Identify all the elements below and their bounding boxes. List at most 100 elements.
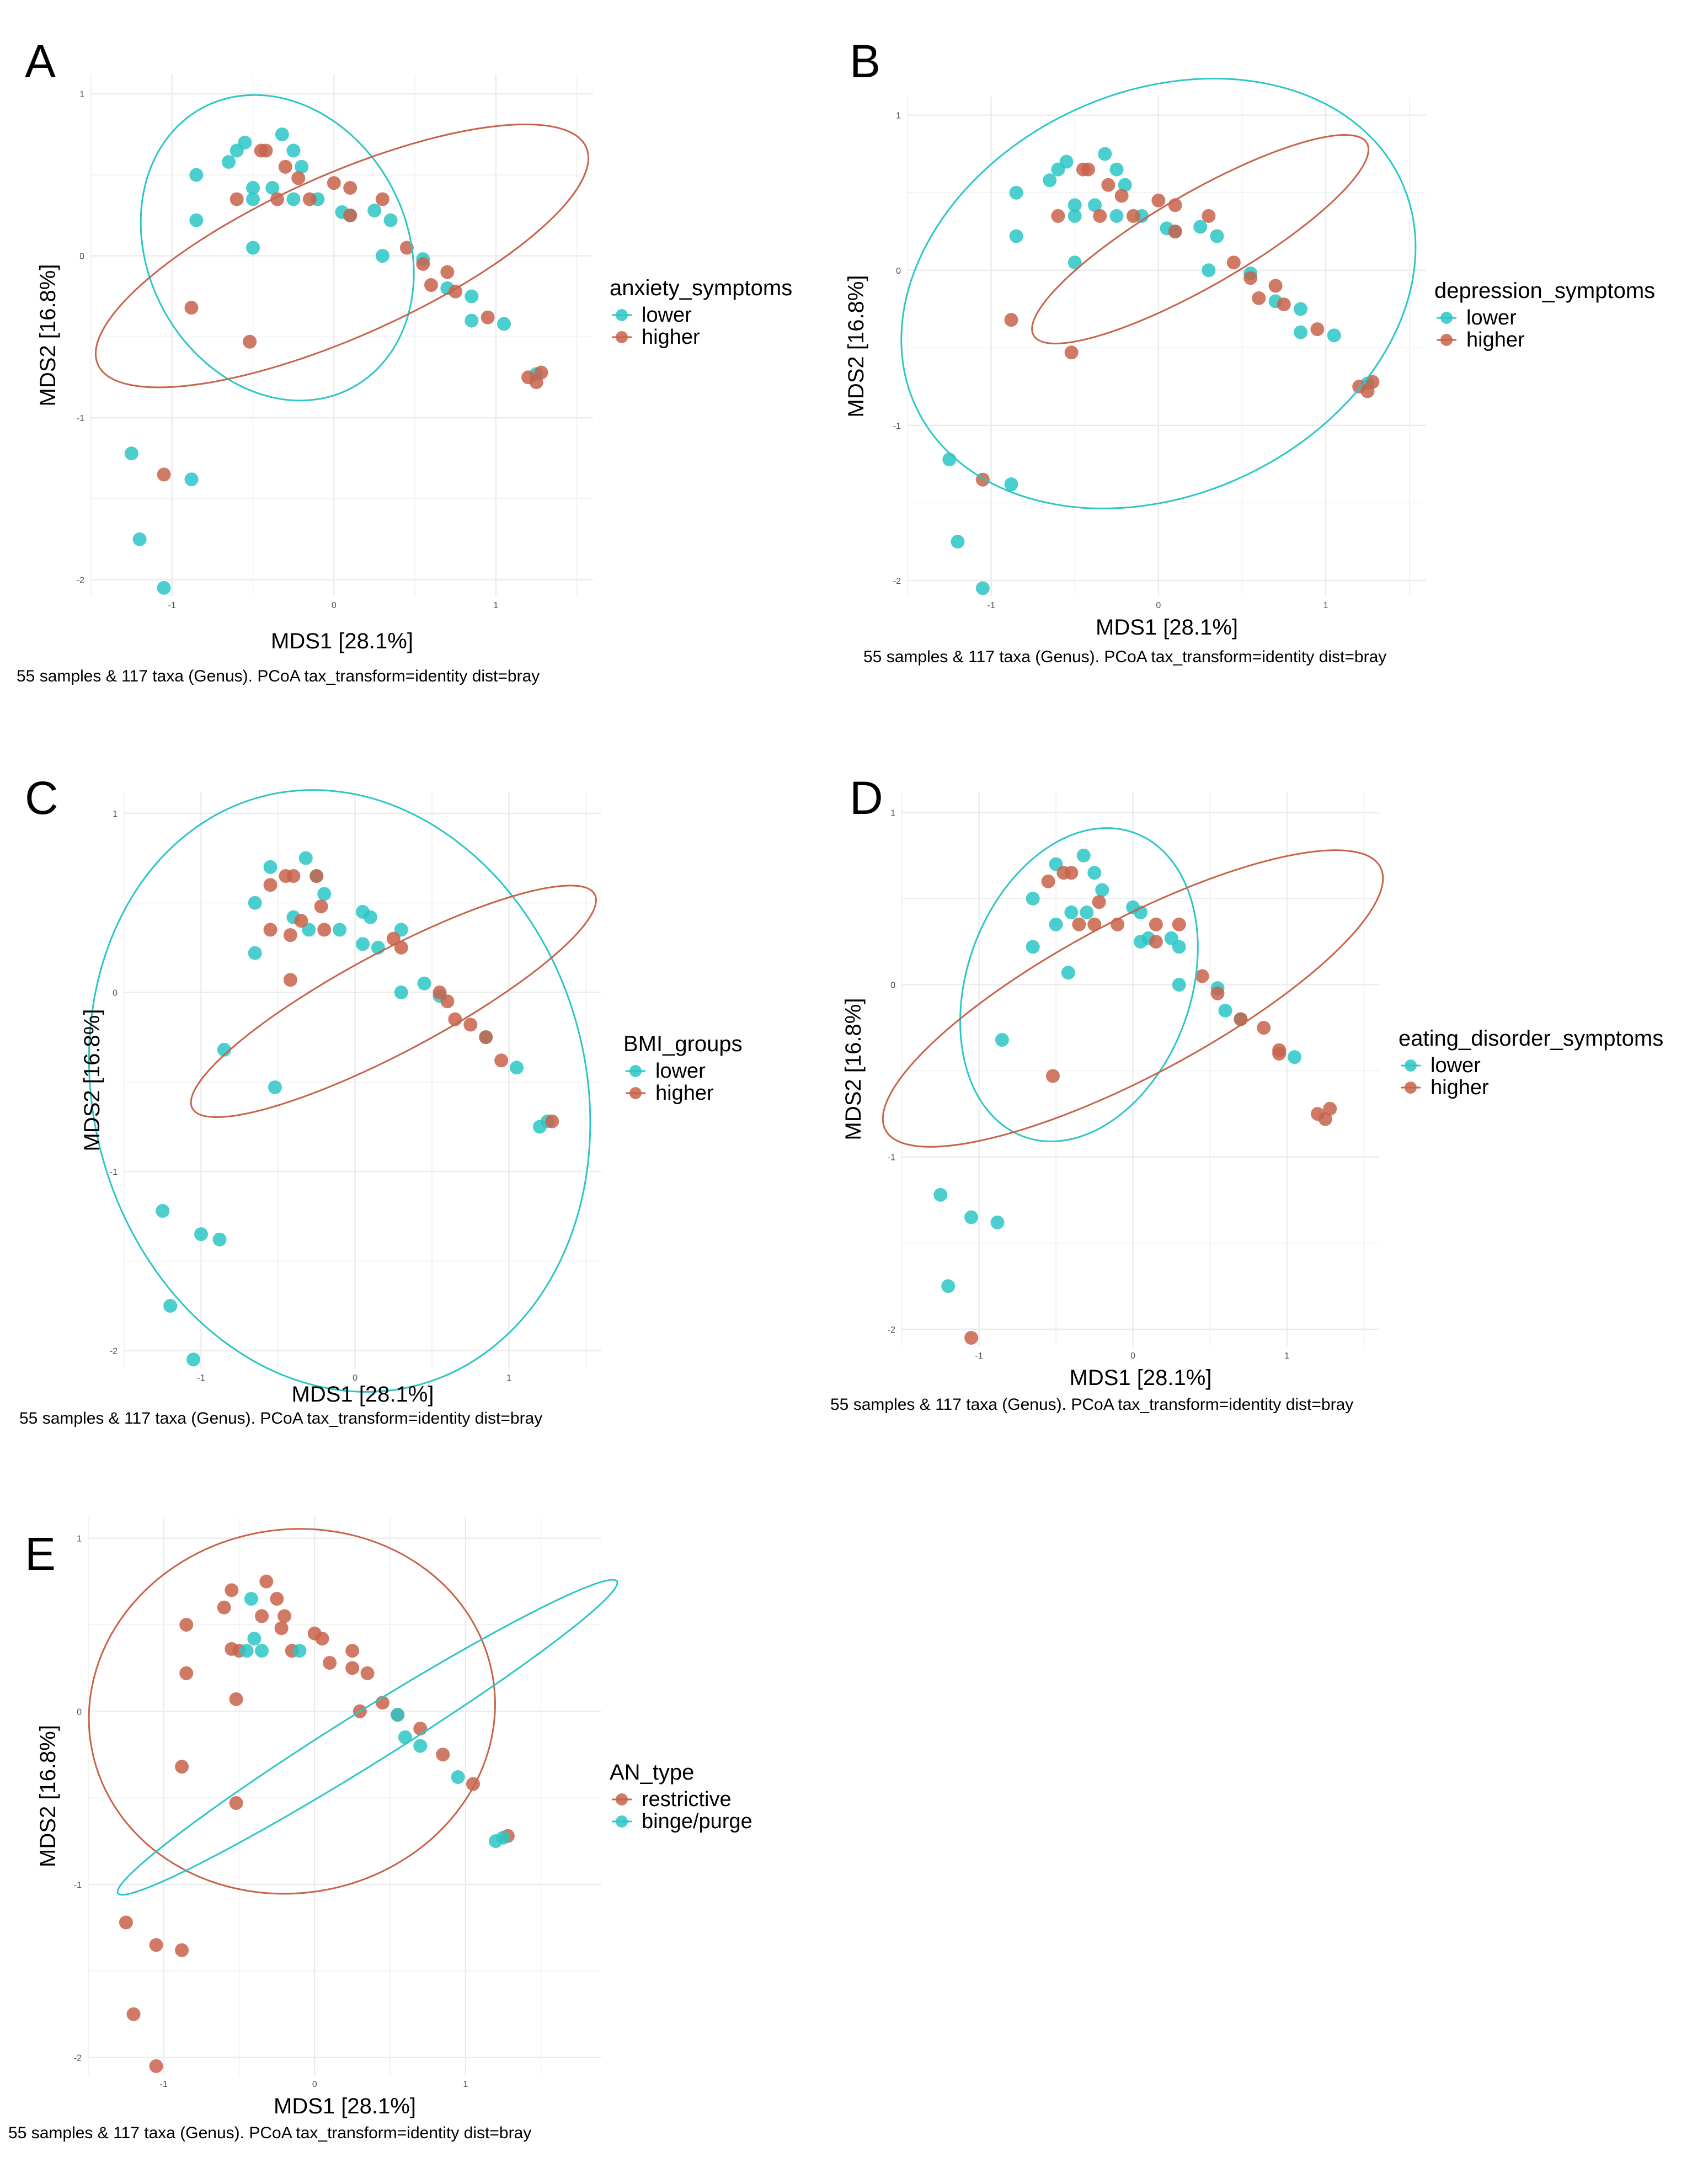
data-point: [375, 192, 389, 206]
data-point: [1109, 209, 1124, 223]
data-point: [1360, 384, 1375, 398]
data-point: [1226, 255, 1241, 270]
legend-title: depression_symptoms: [1434, 279, 1655, 303]
data-point: [496, 1830, 510, 1845]
data-point: [1064, 905, 1079, 919]
data-point: [440, 994, 455, 1009]
data-point: [345, 1644, 360, 1658]
data-point: [1061, 966, 1075, 980]
data-point: [265, 180, 280, 195]
x-tick-label: 1: [463, 2080, 468, 2089]
data-point: [175, 1943, 189, 1957]
panel-letter: D: [850, 772, 883, 824]
data-point: [1072, 917, 1086, 931]
data-point: [1068, 255, 1082, 270]
data-point: [933, 1187, 948, 1202]
data-point: [1202, 263, 1216, 278]
data-point: [529, 375, 543, 390]
data-point: [179, 1617, 194, 1632]
data-point: [243, 334, 257, 349]
data-point: [119, 1915, 133, 1930]
data-point: [394, 940, 408, 955]
data-point: [394, 985, 408, 999]
x-tick-label: 0: [312, 2080, 317, 2089]
data-point: [1092, 895, 1106, 909]
caption: 55 samples & 117 taxa (Genus). PCoA tax_…: [8, 2124, 531, 2142]
data-point: [194, 1227, 209, 1242]
x-tick-label: 0: [332, 601, 337, 610]
data-point: [433, 985, 447, 999]
confidence-ellipse-restrictive: [88, 1528, 496, 1895]
x-axis-label: MDS1 [28.1%]: [274, 2094, 416, 2118]
y-tick-label: 1: [77, 1535, 82, 1544]
y-tick-label: -1: [110, 1168, 118, 1177]
x-tick-label: 0: [353, 1373, 357, 1383]
y-tick-label: 1: [896, 111, 901, 121]
panel-b: -1 0 1 -2 -1 0 1 B MDS1 [28.1%] MDS2 [16.8%] 55 sa…: [844, 35, 1655, 666]
data-point: [229, 1796, 243, 1810]
data-point: [175, 1760, 189, 1774]
legend-key-point: [629, 1087, 642, 1099]
confidence-ellipse-lower: [88, 789, 591, 1393]
legend-item-label: higher: [1466, 328, 1525, 351]
y-axis-label: MDS2 [16.8%]: [80, 1009, 104, 1152]
data-point: [302, 192, 317, 206]
data-point: [263, 878, 277, 892]
data-point: [964, 1210, 979, 1224]
data-point: [360, 1666, 375, 1680]
data-point: [436, 1748, 450, 1762]
data-point: [545, 1114, 559, 1128]
legend-key-point: [1405, 1082, 1417, 1094]
data-point: [995, 1032, 1009, 1047]
data-point: [179, 1666, 194, 1680]
data-point: [124, 446, 138, 461]
y-tick-label: -1: [893, 422, 901, 431]
x-tick-label: -1: [168, 601, 176, 610]
data-point: [1218, 1003, 1232, 1018]
y-tick-label: -2: [888, 1325, 895, 1335]
data-point: [298, 851, 313, 865]
data-point: [1288, 1050, 1302, 1064]
data-point: [497, 317, 511, 331]
data-point: [286, 143, 301, 158]
data-point: [229, 1692, 243, 1706]
data-point: [126, 2007, 141, 2021]
confidence-ellipse-higher: [1031, 134, 1370, 345]
data-point: [225, 1642, 239, 1656]
data-point: [1252, 291, 1266, 305]
x-tick-label: 1: [1323, 601, 1328, 610]
confidence-ellipse-higher: [882, 849, 1384, 1148]
data-point: [149, 1938, 163, 1952]
gridlines: [90, 74, 593, 596]
data-point: [1257, 1021, 1271, 1035]
x-axis-label: MDS1 [28.1%]: [271, 629, 413, 653]
data-point: [225, 1583, 239, 1597]
data-point: [941, 1279, 956, 1293]
caption: 55 samples & 117 taxa (Genus). PCoA tax_…: [863, 648, 1386, 666]
data-point: [259, 143, 273, 158]
y-tick-label: 1: [113, 809, 118, 819]
series-binge-purge: [239, 1591, 510, 1849]
legend-key-point: [1440, 312, 1453, 324]
data-point: [417, 976, 431, 990]
data-point: [302, 923, 316, 937]
data-point: [394, 923, 408, 937]
data-point: [1004, 477, 1018, 492]
legend-title: BMI_groups: [623, 1032, 743, 1056]
data-point: [1045, 1069, 1060, 1083]
data-point: [163, 1298, 178, 1313]
data-point: [465, 313, 479, 328]
data-point: [964, 1330, 979, 1345]
data-point: [1168, 225, 1182, 239]
data-point: [333, 923, 347, 937]
data-point: [399, 241, 414, 255]
x-tick-label: 0: [1156, 601, 1161, 610]
data-point: [1009, 185, 1023, 200]
legend-item-label: higher: [655, 1082, 714, 1105]
data-point: [1134, 935, 1147, 949]
legend-key-point: [616, 331, 628, 343]
